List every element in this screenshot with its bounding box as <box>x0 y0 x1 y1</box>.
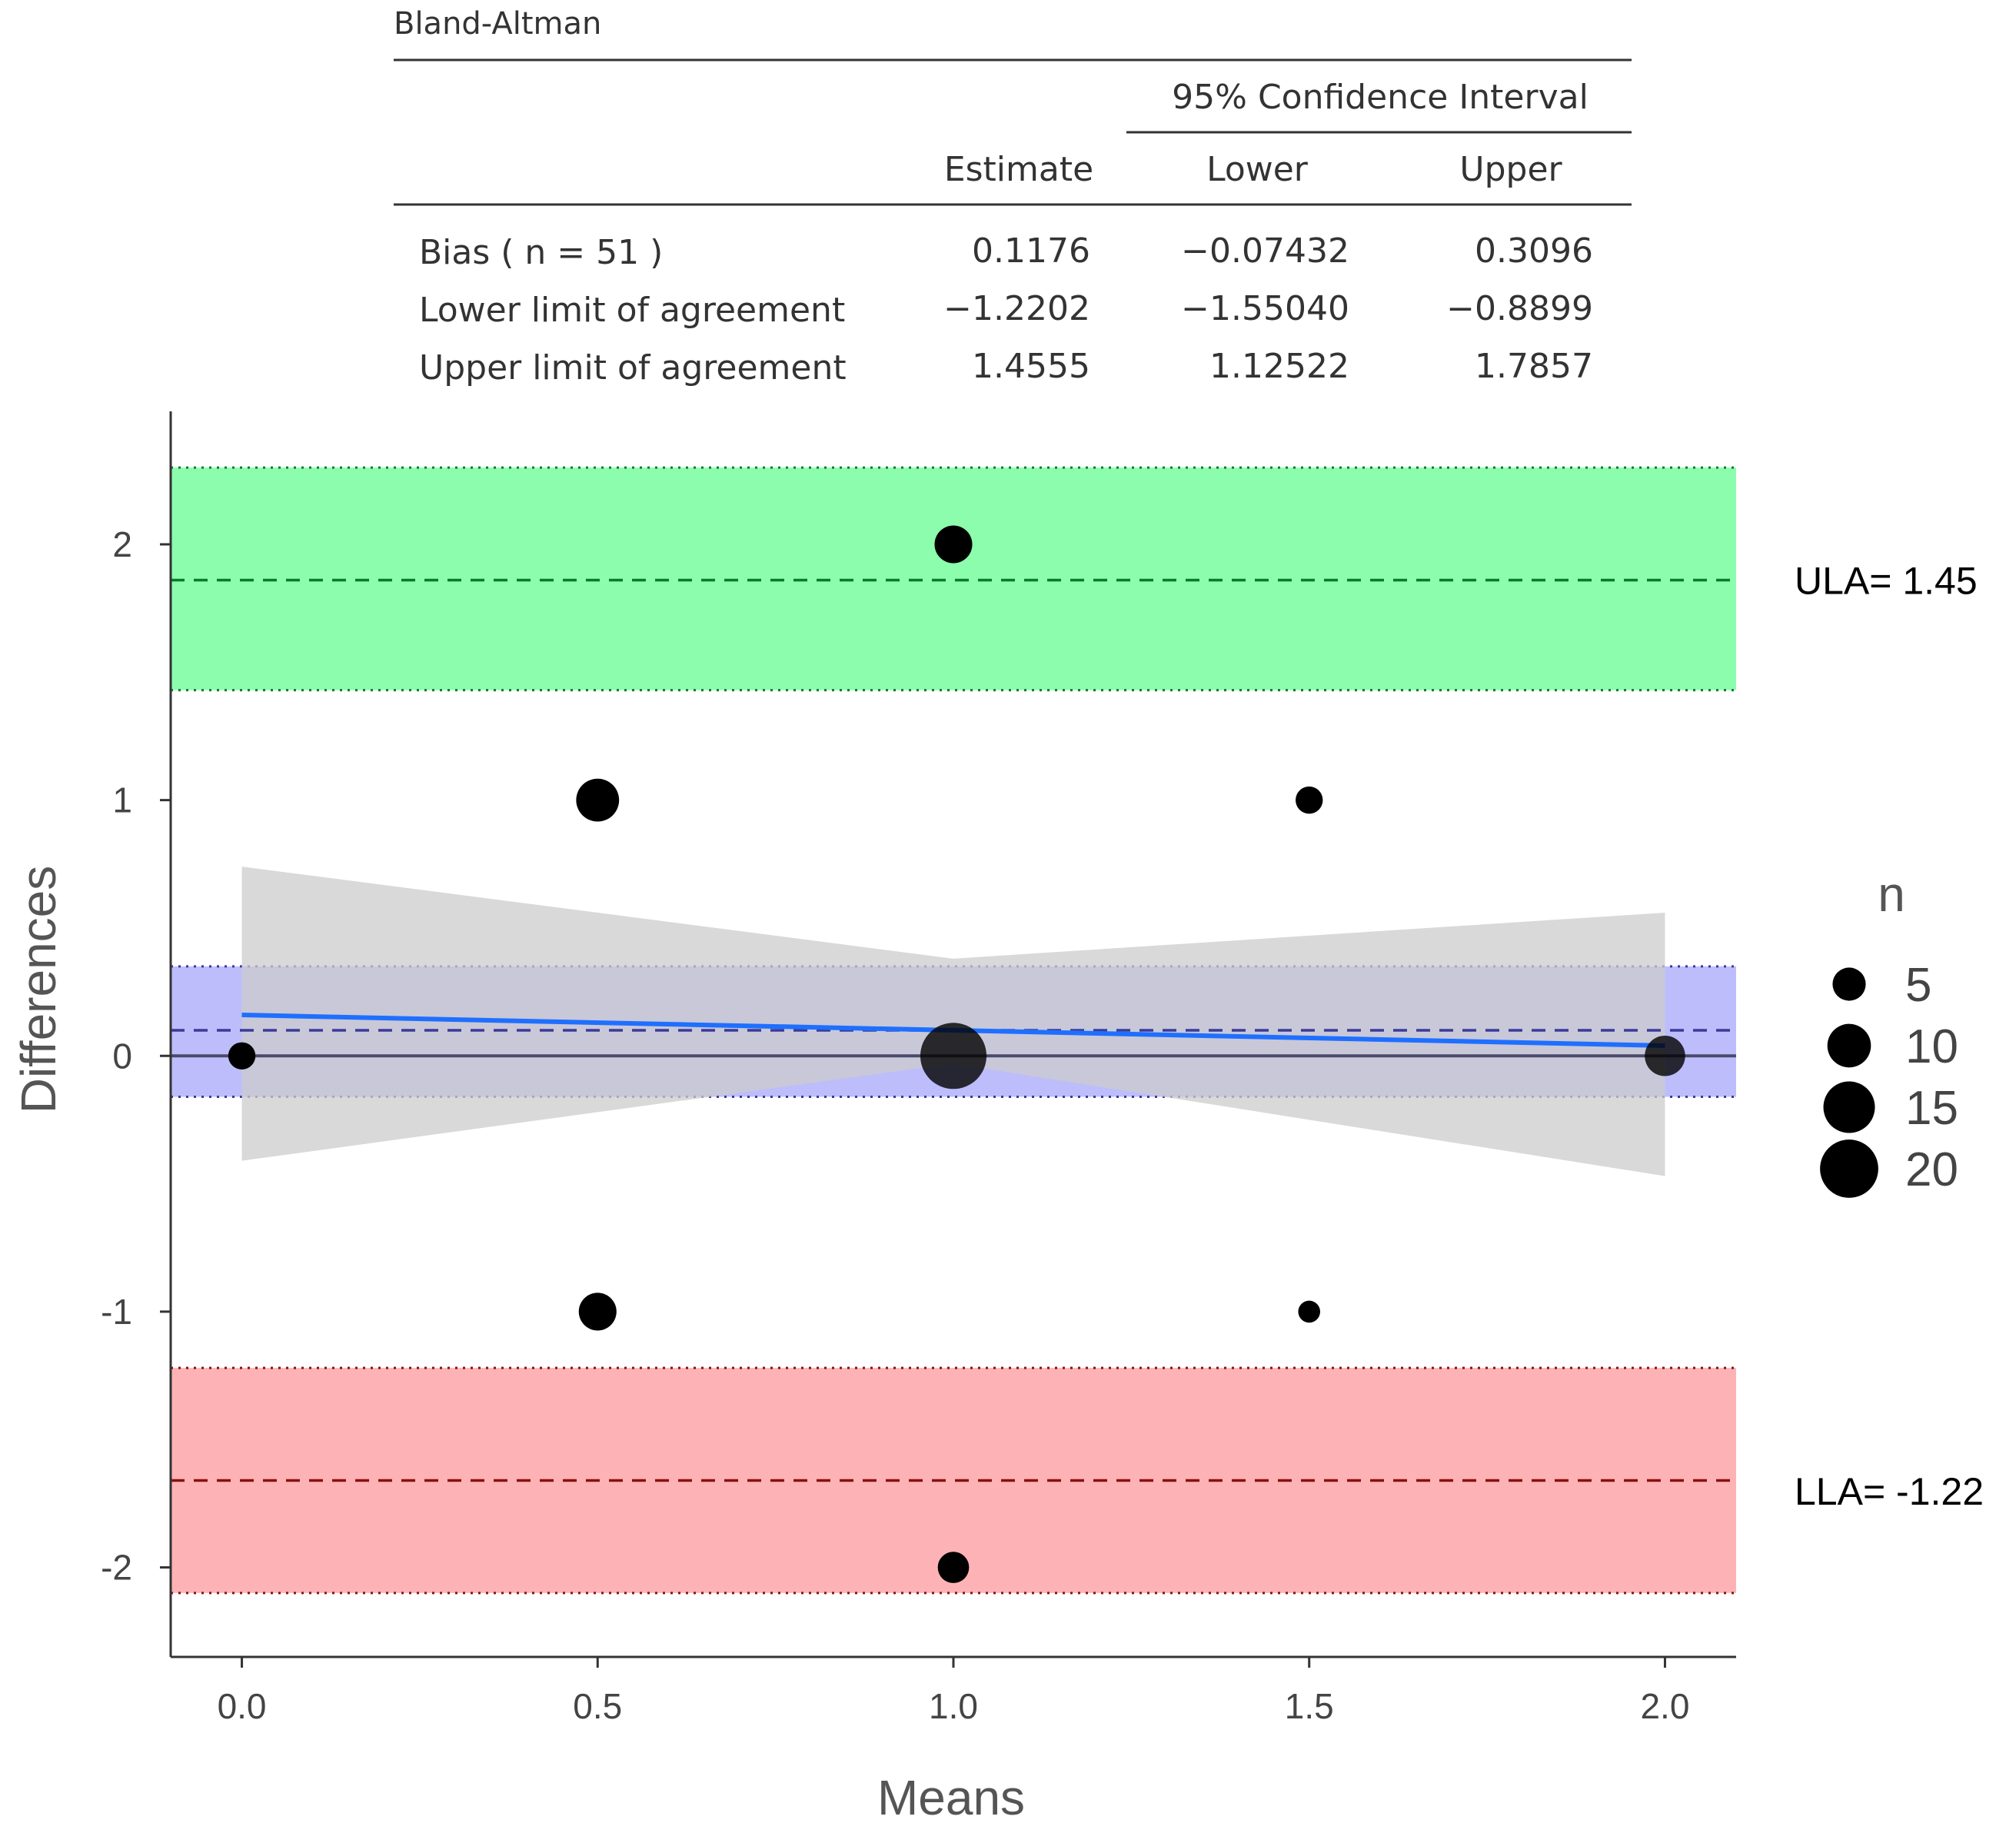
legend-label: 5 <box>1905 959 1931 1012</box>
legend-label: 20 <box>1905 1143 1958 1196</box>
y-tick-label: 1 <box>112 780 132 820</box>
cell-estimate: 0.1176 <box>972 231 1090 271</box>
y-axis-label: Differences <box>11 866 66 1114</box>
data-point <box>1645 1035 1685 1076</box>
legend-key <box>1827 1023 1871 1068</box>
legend-key <box>1820 1139 1878 1198</box>
data-point <box>937 1552 970 1583</box>
axes: 0.0 0.5 1.0 1.5 2.0 -2 -1 0 1 2 <box>101 411 1736 1726</box>
legend-key <box>1832 967 1866 1001</box>
size-legend: n 5 10 15 20 <box>1820 867 1958 1198</box>
limit-annotations: ULA= 1.45 LLA= -1.22 <box>1795 560 1984 1513</box>
data-points <box>228 525 1685 1583</box>
y-tick-label: 0 <box>112 1036 132 1076</box>
y-tick-label: 2 <box>112 524 132 564</box>
x-tick-label: 1.5 <box>1285 1686 1334 1726</box>
x-tick-label: 0.0 <box>218 1686 267 1726</box>
y-tick-label: -2 <box>101 1548 132 1588</box>
table-title: Bland-Altman <box>394 6 601 42</box>
cell-lower: −1.55040 <box>1181 289 1349 328</box>
confidence-ribbon <box>241 867 1665 1176</box>
col-header-lower: Lower <box>1206 150 1309 189</box>
data-point <box>576 778 620 822</box>
limit-annotation: ULA= 1.45 <box>1795 560 1978 603</box>
cell-lower: 1.12522 <box>1209 347 1349 386</box>
legend-title: n <box>1878 867 1905 922</box>
data-point <box>1298 1300 1321 1323</box>
cell-estimate: 1.4555 <box>972 347 1090 386</box>
row-label: Lower limit of agreement <box>419 291 845 330</box>
legend-label: 15 <box>1905 1082 1958 1135</box>
data-point <box>578 1292 617 1331</box>
row-label: Bias ( n = 51 ) <box>419 233 663 272</box>
y-tick-label: -1 <box>101 1292 132 1332</box>
ci-header: 95% Confidence Interval <box>1172 78 1589 117</box>
cell-lower: −0.07432 <box>1181 231 1349 271</box>
limit-annotation: LLA= -1.22 <box>1795 1470 1984 1513</box>
data-point <box>920 1023 987 1089</box>
col-header-upper: Upper <box>1459 150 1562 189</box>
data-point <box>1296 786 1323 814</box>
cell-estimate: −1.2202 <box>943 289 1090 328</box>
row-label: Upper limit of agreement <box>419 348 847 388</box>
x-axis-label: Means <box>877 1770 1025 1825</box>
results-table: Bland-Altman 95% Confidence Interval Est… <box>394 6 1632 388</box>
x-tick-label: 1.0 <box>929 1686 978 1726</box>
data-point <box>228 1042 256 1070</box>
x-tick-label: 0.5 <box>573 1686 622 1726</box>
data-point <box>934 525 973 564</box>
legend-key <box>1823 1081 1875 1133</box>
x-tick-label: 2.0 <box>1640 1686 1689 1726</box>
cell-upper: 0.3096 <box>1475 231 1593 271</box>
col-header-estimate: Estimate <box>944 150 1093 189</box>
regression-ci-ribbon <box>241 867 1665 1176</box>
cell-upper: 1.7857 <box>1475 347 1593 386</box>
legend-label: 10 <box>1905 1020 1958 1073</box>
cell-upper: −0.8899 <box>1446 289 1593 328</box>
